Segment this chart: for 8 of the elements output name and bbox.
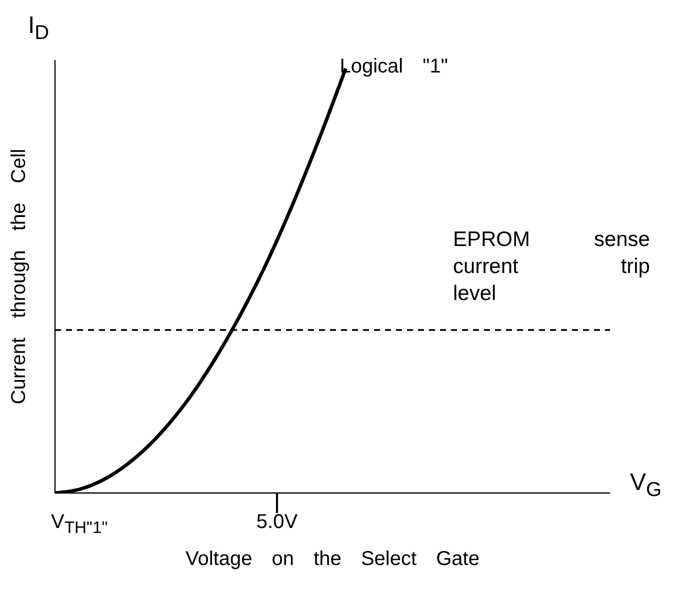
text: V$_{TH"1"}$ — [51, 511, 108, 538]
text: 5.0V — [255, 511, 299, 534]
text: I$_{D}$ — [28, 12, 50, 45]
annotation: Logical "1" — [340, 55, 448, 78]
ref-line-label: EPROM sense current trip level — [453, 226, 650, 307]
y-axis-title: Current through the Cell — [8, 148, 30, 404]
x-axis-title: Voltage on the Select Gate — [186, 548, 480, 570]
text: V$_{G}$ — [630, 469, 662, 502]
